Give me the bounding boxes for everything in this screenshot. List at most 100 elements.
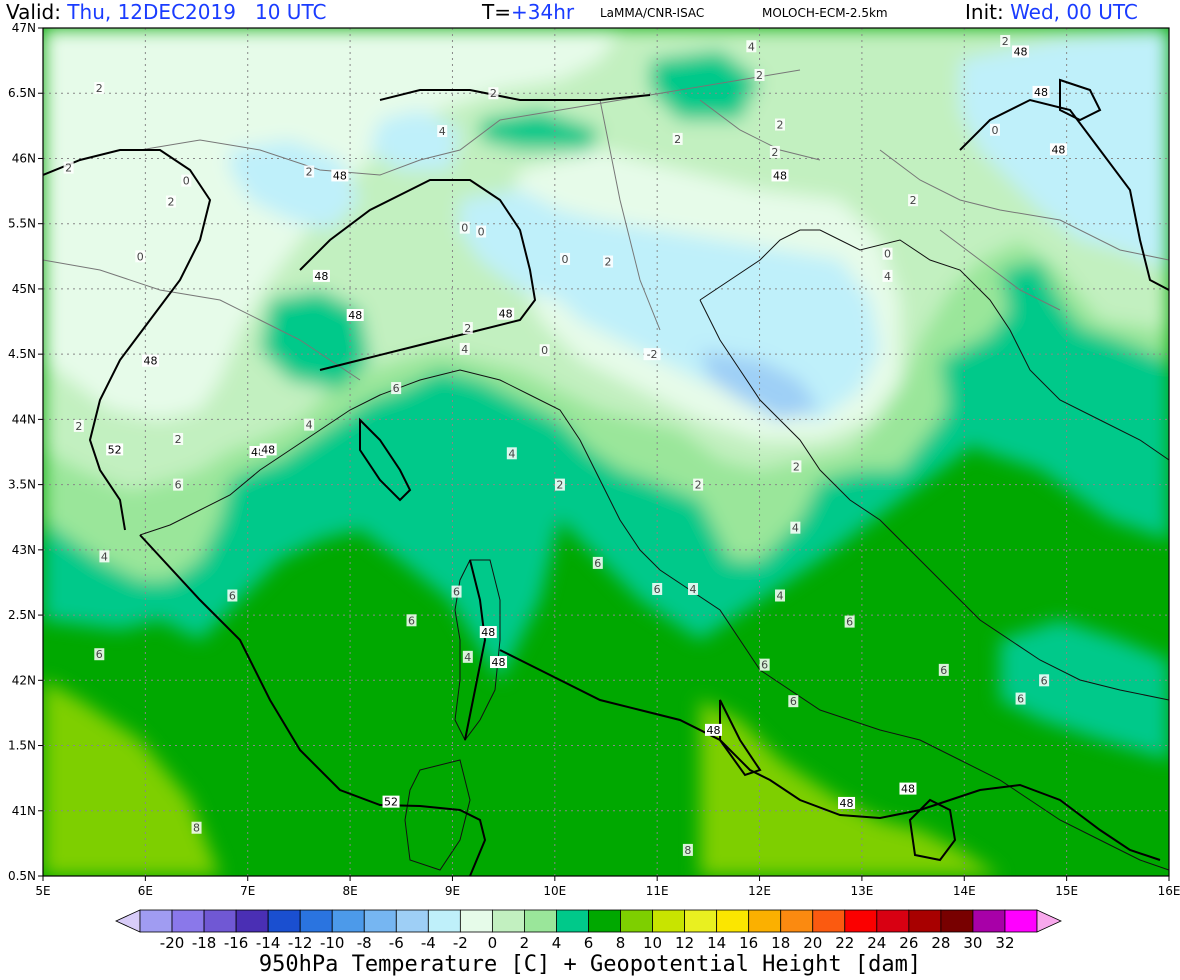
colorbar-swatch [748,909,782,933]
temperature-label-bg [652,582,663,595]
temperature-label-bg [476,225,487,238]
temperature-label-bg [94,648,105,661]
colorbar-swatch [780,909,814,933]
colorbar-tick-label: 22 [835,934,854,952]
temperature-contour-label: 6 [96,648,103,661]
colorbar-tick-label: 30 [963,934,982,952]
lat-label: 44N [12,412,36,426]
map-caption: 950hPa Temperature [C] + Geopotential He… [258,952,922,977]
lat-label: 46N [12,151,36,165]
temperature-label-bg [775,589,786,602]
height-contour-label: 48 [773,169,787,182]
colorbar-tick-label: -18 [192,934,217,952]
temperature-label-bg [451,585,462,598]
valid-time: Valid: Thu, 12DEC2019 10 UTC [6,0,326,24]
temperature-contour-label: 2 [695,479,702,492]
lat-label: 42N [12,673,36,687]
temperature-contour-label: 2 [75,420,82,433]
temperature-label-bg [99,550,110,563]
temperature-label-bg [1015,692,1026,705]
temperature-label-bg [181,174,192,187]
temperature-contour-label: 2 [175,433,182,446]
colorbar-swatch [203,909,237,933]
temperature-contour-label: 6 [175,479,182,492]
colorbar-tick-label: -16 [224,934,249,952]
lon-label: 13E [850,884,873,898]
valid-label: Valid: [6,0,61,24]
temperature-contour-label: 0 [183,175,190,188]
lat-label: 0.5N [8,869,36,883]
colorbar-swatch [684,909,718,933]
colorbar-swatch [812,909,846,933]
valid-value: Thu, 12DEC2019 10 UTC [67,0,327,24]
temperature-contour-label: 6 [393,382,400,395]
temperature-contour-label: 6 [790,695,797,708]
temperature-label-bg [882,269,893,282]
height-label-bg [331,169,349,182]
lat-label: 1.5N [8,739,36,753]
temperature-contour-label: 6 [229,590,236,603]
colorbar-swatch [716,909,750,933]
temperature-label-bg [462,322,473,335]
colorbar-tick-label: -4 [421,934,436,952]
colorbar-swatch [876,909,910,933]
temperature-contour-label: 2 [490,87,497,100]
temperature-label-bg [790,521,801,534]
temperature-label-bg [788,695,799,708]
plot-frame [42,27,1170,877]
colorbar-tick-label: 18 [771,934,790,952]
lon-label: 16E [1158,884,1180,898]
colorbar-swatch [972,909,1006,933]
temperature-label-bg [1039,674,1050,687]
temperature-label-bg [844,615,855,628]
colorbar-swatch [395,909,429,933]
temperature-label-bg [173,432,184,445]
temperature-contour-label: 4 [748,40,755,53]
temperature-contour-label: 8 [684,844,691,857]
height-contour-label: 48 [840,797,854,810]
height-label-bg [704,723,722,736]
colorbar-swatch [940,909,974,933]
temperature-contour-label: 2 [65,162,72,175]
temperature-label-bg [791,460,802,473]
colorbar-swatch [331,909,365,933]
colorbar-tick-label: 2 [520,934,530,952]
init-value: Wed, 00 UTC [1010,0,1138,24]
height-label-bg [259,443,277,456]
temperature-label-bg [506,447,517,460]
temperature-label-bg [560,252,571,265]
height-label-bg [1012,45,1030,58]
temperature-label-bg [769,145,780,158]
lat-label: 43N [12,543,36,557]
temperature-label-bg [304,165,315,178]
lon-label: 5E [35,884,50,898]
colorbar-tick-label: 4 [552,934,562,952]
colorbar-swatch [427,909,461,933]
colorbar-swatch [588,909,621,933]
lat-label: 41N [12,804,36,818]
temperature-label-bg [759,658,770,671]
height-label-bg [141,354,159,367]
colorbar-tick-label: 16 [739,934,758,952]
temperature-label-bg [73,419,84,432]
colorbar-swatch [620,909,653,933]
temperature-contour-label: 6 [408,614,415,627]
model-label: MOLOCH-ECM-2.5km [762,6,888,20]
temperature-label-bg [775,118,786,131]
lead-label: T= [482,0,511,24]
colorbar-swatch [171,909,205,933]
temperature-contour-label: 6 [761,659,768,672]
temperature-contour-label: 2 [464,322,471,335]
colorbar-over-arrow [1036,909,1062,933]
temperature-contour-label: 0 [991,124,998,137]
temperature-contour-label: 2 [1002,35,1009,48]
colorbar-tick-label: 12 [675,934,694,952]
temperature-contour-label: 0 [562,253,569,266]
lat-label: 45N [12,282,36,296]
colorbar-swatch [459,909,493,933]
height-contour-label: 48 [1034,86,1048,99]
temperature-label-bg [304,418,315,431]
colorbar-swatch [524,909,557,933]
temperature-contour-label: 2 [777,119,784,132]
